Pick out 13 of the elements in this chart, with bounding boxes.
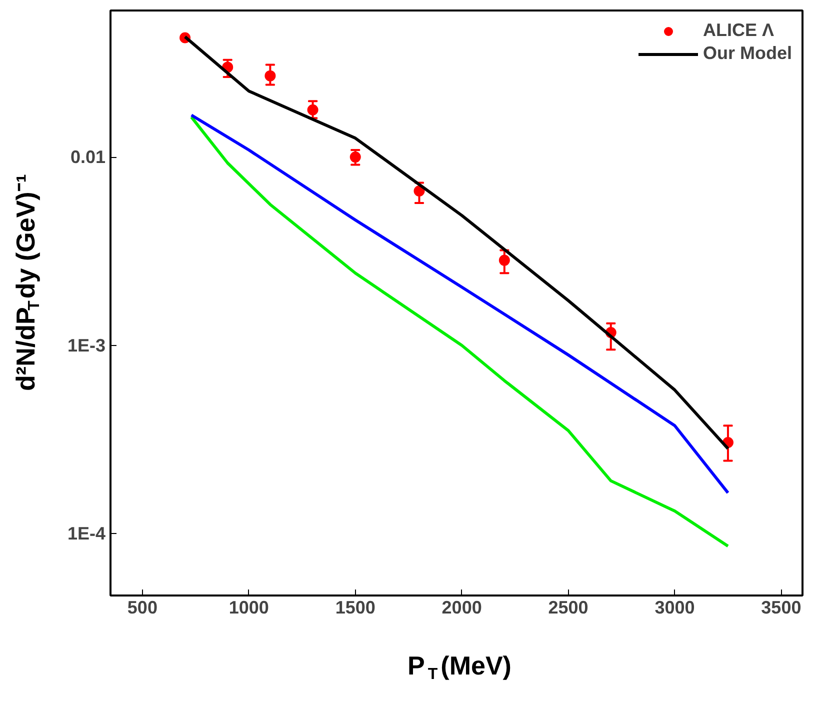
x-tick-label: 2500: [548, 598, 588, 618]
x-tick-label: 3500: [761, 598, 802, 618]
legend-label: Our Model: [703, 43, 792, 64]
x-tick-label: 1500: [335, 598, 376, 618]
x-tick-label: 500: [127, 598, 158, 618]
y-tick-label: 0.01: [70, 147, 106, 168]
legend-label: ALICE Λ: [703, 20, 774, 41]
y-axis-title: d²N/dPTdy (GeV)⁻¹: [10, 174, 43, 391]
x-tick-label: 2000: [442, 598, 482, 618]
x-tick-label: 1000: [228, 598, 269, 618]
x-tick-label: 3000: [654, 598, 695, 618]
y-tick-label: 1E-3: [67, 335, 106, 356]
y-tick-label: 1E-4: [67, 524, 106, 544]
